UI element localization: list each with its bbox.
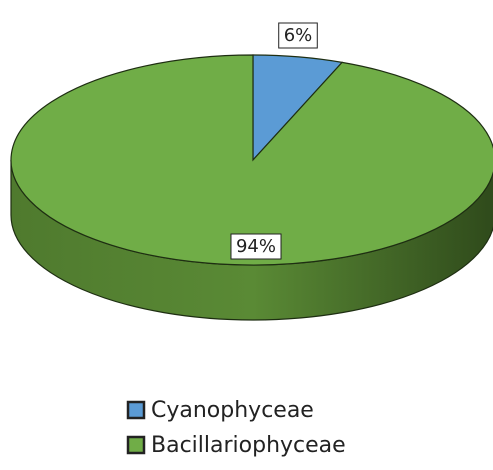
slice (10, 54, 493, 266)
data-label: 6% (284, 25, 313, 46)
legend-label: Bacillariophyceae (151, 433, 346, 458)
data-label-box (230, 233, 282, 260)
legend-label: Cyanophyceae (151, 398, 314, 423)
legend-swatch (126, 435, 146, 455)
legend-swatch (126, 400, 146, 420)
data-label: 94% (236, 236, 276, 257)
data-label-box (278, 22, 318, 49)
